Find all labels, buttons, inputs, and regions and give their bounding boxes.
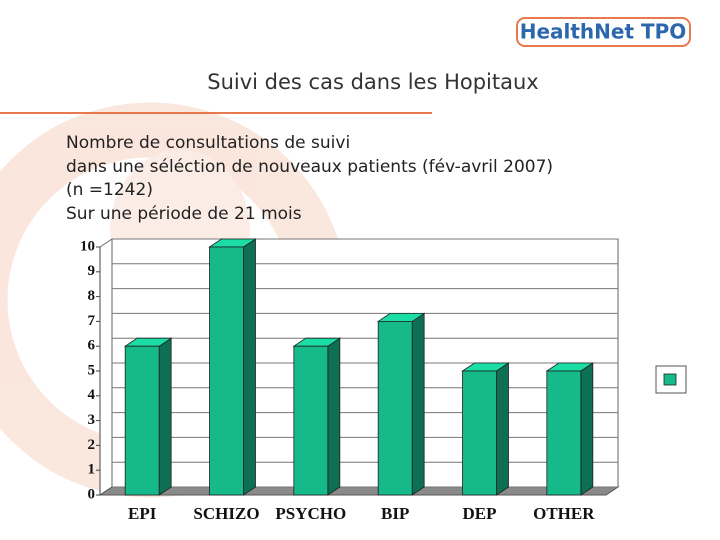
y-tick-label: 2 — [88, 437, 96, 453]
floor — [98, 486, 620, 496]
text-line: dans une séléction de nouveaux patients … — [66, 157, 553, 177]
title: Suivi des cas dans les Hopitaux — [207, 70, 538, 94]
side-wall — [99, 238, 113, 496]
y-tick-label: 9 — [88, 263, 96, 279]
y-tick-label: 10 — [80, 238, 95, 254]
x-tick-label: OTHER — [533, 504, 595, 523]
chart: 0 1 2 3 4 5 6 7 8 9 10 EPI SCHIZO PSYCHO BIP DEP OTHER — [80, 238, 620, 523]
bar — [546, 370, 582, 496]
bar-side — [496, 362, 509, 496]
bar-side — [580, 362, 594, 496]
x-tick-label: DEP — [463, 504, 497, 523]
y-tick-label: 7 — [88, 313, 96, 329]
bar-side — [327, 337, 341, 496]
x-tick-label: SCHIZO — [193, 504, 259, 523]
y-tick-label: 3 — [88, 412, 96, 428]
x-tick-label: PSYCHO — [275, 504, 346, 523]
bar — [209, 246, 244, 496]
y-tick-label: 8 — [88, 288, 96, 304]
legend-swatch — [663, 373, 677, 386]
bar — [377, 320, 413, 496]
y-tick-label: 4 — [88, 387, 96, 403]
text-line: Nombre de consultations de suivi — [66, 133, 350, 153]
y-tick-label: 5 — [88, 362, 96, 378]
text-line: (n =1242) — [66, 180, 153, 200]
y-tick-label: 0 — [88, 486, 96, 502]
logo-frame — [516, 17, 691, 47]
bar-side — [411, 312, 425, 496]
y-tick-label: 6 — [88, 338, 96, 354]
bar — [293, 345, 329, 496]
x-tick-label: BIP — [381, 504, 409, 523]
y-tick-label: 1 — [88, 462, 96, 478]
bar-side — [243, 238, 256, 496]
bar-side — [158, 337, 172, 496]
x-tick-label: EPI — [128, 504, 157, 523]
bar — [462, 370, 497, 496]
bar — [124, 345, 160, 496]
logo: HealthNet TPO — [520, 20, 687, 44]
text-line: Sur une période de 21 mois — [66, 204, 302, 224]
body-text: Nombre de consultations de suivi dans un… — [66, 133, 553, 224]
